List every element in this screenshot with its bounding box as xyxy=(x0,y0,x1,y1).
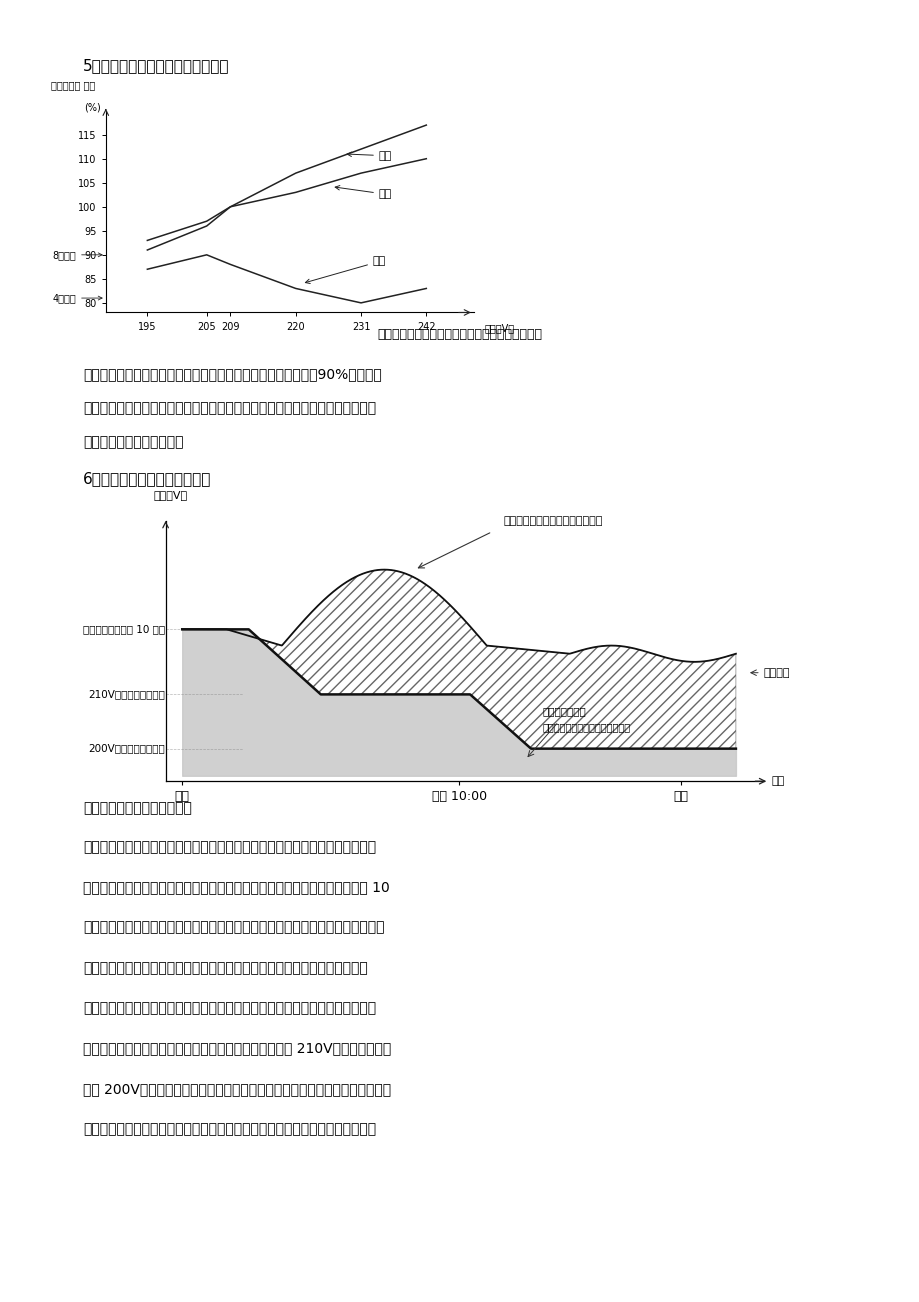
Text: 时间: 时间 xyxy=(771,776,784,786)
Text: 200V（可调）节电运行: 200V（可调）节电运行 xyxy=(88,743,165,754)
Text: 地道路照明需要，通过时控电路对照明负载的运行时间和供电电压进行编程，以: 地道路照明需要，通过时控电路对照明负载的运行时间和供电电压进行编程，以 xyxy=(83,1122,376,1137)
Text: 减小，寿命也会延长很多。: 减小，寿命也会延长很多。 xyxy=(83,435,183,449)
Text: (%): (%) xyxy=(84,103,100,112)
Text: 以路灯控制为例的节电效果图: 以路灯控制为例的节电效果图 xyxy=(83,801,191,815)
Text: 寿命: 寿命 xyxy=(305,256,386,284)
Text: 安装节电设备前（电压波动频繁）: 安装节电设备前（电压波动频繁） xyxy=(503,516,602,526)
Text: 电压（V）: 电压（V） xyxy=(484,324,515,333)
Text: 210V（可调）节电运行: 210V（可调）节电运行 xyxy=(88,689,165,699)
Text: 安装节电设备后: 安装节电设备后 xyxy=(541,706,585,716)
Text: 压为 200V。照明节电设备同时应具有自动编程控制功能，便于用户可以根据当: 压为 200V。照明节电设备同时应具有自动编程控制功能，便于用户可以根据当 xyxy=(83,1082,391,1096)
Text: 变化并不明显，只是减少了灯在过电压情况下产生的眩光，而灯具的功耗却显著: 变化并不明显，只是减少了灯在过电压情况下产生的眩光，而灯具的功耗却显著 xyxy=(83,401,376,415)
Text: 功耗: 功耗 xyxy=(335,186,391,199)
Text: 照度: 照度 xyxy=(346,151,391,160)
Text: （提供既稳定又节电的供电电压）: （提供既稳定又节电的供电电压） xyxy=(541,721,630,732)
Text: 的启动特性，照明节电设备应选择全压启动方式为最佳，当高压鼠灯充分点亮 10: 的启动特性，照明节电设备应选择全压启动方式为最佳，当高压鼠灯充分点亮 10 xyxy=(83,880,389,894)
Text: 由图可以看出，当施加在灯两端的工作电压由额定值下降至90%时，照度: 由图可以看出，当施加在灯两端的工作电压由额定值下降至90%时，照度 xyxy=(83,367,381,381)
Text: 工作电流和功率也处于正常工作状态后，照明节电设备再以慢斜坡的降压方式: 工作电流和功率也处于正常工作状态后，照明节电设备再以慢斜坡的降压方式 xyxy=(83,961,368,975)
Text: （不会产生任何冲击电流）调整输出电压，对于照明的功能性和安全性，根据道: （不会产生任何冲击电流）调整输出电压，对于照明的功能性和安全性，根据道 xyxy=(83,1001,376,1016)
Text: 气体放电灯的照度、功耗、寿命与电压的关系曲线: 气体放电灯的照度、功耗、寿命与电压的关系曲线 xyxy=(377,328,542,341)
Text: 节电效果: 节电效果 xyxy=(763,668,789,678)
Text: 功耗、照度 寿命: 功耗、照度 寿命 xyxy=(51,81,95,90)
Text: 5、照度、功耗、寿命与电压的关系: 5、照度、功耗、寿命与电压的关系 xyxy=(83,59,229,74)
Text: 综合上述情况，我们以道路照明节电控制为例，照明节电设备根据高压鼠灯: 综合上述情况，我们以道路照明节电控制为例，照明节电设备根据高压鼠灯 xyxy=(83,840,376,854)
Text: 8千小时: 8千小时 xyxy=(52,250,102,260)
Text: 路实际状况设制比较合理的节电电压，上半夜节电电压为 210V，下半夜节电电: 路实际状况设制比较合理的节电电压，上半夜节电电压为 210V，下半夜节电电 xyxy=(83,1042,391,1056)
Text: 电压（V）: 电压（V） xyxy=(153,490,187,500)
Text: 灯具全压启动运行 10 分钟: 灯具全压启动运行 10 分钟 xyxy=(83,624,165,634)
Text: 6、照明节电的科学合理性安排: 6、照明节电的科学合理性安排 xyxy=(83,471,211,487)
Text: 分钟后，放电管冷端温度达到稳定，放电便趋向稳定，灯泡的光通量、工作电压、: 分钟后，放电管冷端温度达到稳定，放电便趋向稳定，灯泡的光通量、工作电压、 xyxy=(83,921,384,935)
Text: 4千小时: 4千小时 xyxy=(52,293,102,303)
